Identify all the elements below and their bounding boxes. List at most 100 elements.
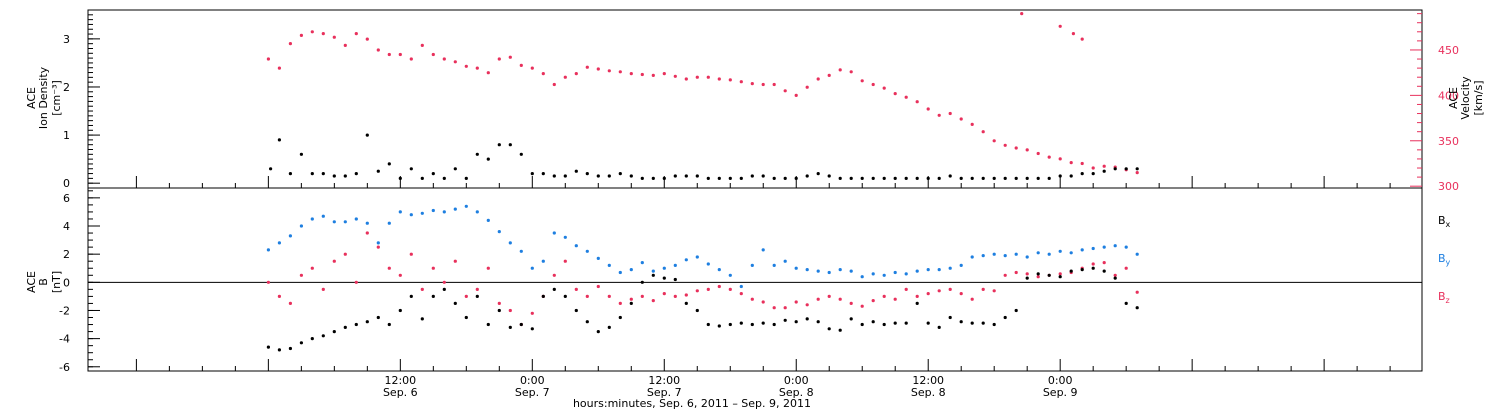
by-point: [1091, 246, 1095, 251]
density-point: [387, 162, 391, 166]
bz-point: [486, 266, 490, 270]
by-point: [288, 234, 292, 238]
density-point: [783, 176, 787, 180]
bz-point: [1025, 272, 1029, 276]
velocity-point: [1020, 12, 1024, 16]
bx-point: [1025, 276, 1029, 280]
by-point: [783, 259, 787, 263]
bx-point: [574, 308, 578, 313]
top-ylabel-right-line3: [km/s]: [1472, 80, 1485, 115]
bz-point: [937, 289, 941, 293]
density-point: [838, 176, 842, 180]
top-ylabel-line3: [cm⁻³]: [50, 80, 63, 116]
velocity-point: [354, 31, 358, 36]
density-point: [706, 176, 710, 180]
velocity-point: [948, 111, 952, 116]
legend-bz: Bz: [1438, 290, 1450, 305]
by-point: [860, 275, 864, 279]
bx-point: [343, 325, 347, 329]
density-point: [310, 172, 314, 176]
bx-point: [398, 308, 402, 313]
density-point: [563, 174, 567, 178]
bx-point: [640, 280, 644, 284]
by-point: [981, 254, 985, 258]
density-point: [640, 176, 644, 180]
bx-point: [332, 330, 336, 334]
density-point: [772, 176, 776, 180]
by-point: [926, 268, 930, 272]
velocity-point: [684, 77, 688, 81]
by-point: [684, 258, 688, 262]
by-point: [486, 218, 490, 222]
b-tick-label: -2: [59, 304, 70, 317]
velocity-point: [442, 57, 446, 61]
bz-point: [651, 299, 655, 303]
by-point: [893, 270, 897, 275]
bz-point: [728, 287, 732, 291]
x-tick-time-label: 12:00: [384, 374, 416, 387]
density-point: [695, 174, 699, 178]
bx-point: [530, 327, 534, 331]
bx-point: [1080, 268, 1084, 272]
velocity-point: [497, 57, 501, 61]
bx-point: [893, 321, 897, 325]
bx-point: [431, 294, 435, 298]
bx-point: [475, 294, 479, 298]
by-point: [1069, 251, 1073, 255]
velocity-point: [332, 35, 336, 39]
density-point: [1124, 167, 1128, 171]
velocity-point: [376, 48, 380, 52]
velocity-point: [970, 122, 974, 126]
velocity-point: [365, 37, 369, 41]
velocity-point: [882, 86, 886, 90]
density-point: [937, 176, 941, 180]
bz-point: [585, 294, 589, 298]
density-point: [871, 176, 875, 180]
bz-point: [596, 284, 600, 289]
bx-point: [453, 301, 457, 305]
bx-point: [761, 321, 765, 325]
legend-bx-sub: x: [1446, 220, 1451, 229]
density-point: [1113, 167, 1117, 171]
bz-point: [640, 294, 644, 298]
bz-point: [1014, 270, 1018, 275]
bz-point: [860, 304, 864, 308]
bz-point: [1113, 273, 1117, 277]
x-tick-date-label: Sep. 7: [515, 386, 550, 399]
bx-point: [794, 320, 798, 324]
by-point: [772, 263, 776, 267]
bx-point: [816, 320, 820, 324]
density-point: [269, 167, 273, 171]
bx-point: [860, 322, 864, 327]
legend-bz-label: B: [1438, 290, 1446, 303]
velocity-point: [728, 78, 732, 82]
by-point: [1124, 245, 1128, 249]
velocity-point: [1091, 166, 1095, 170]
bz-point: [1036, 275, 1040, 279]
density-point: [519, 152, 523, 156]
velocity-point: [486, 71, 490, 75]
by-point: [1047, 252, 1051, 256]
density-point: [1003, 176, 1007, 180]
bz-point: [871, 299, 875, 303]
bz-point: [783, 306, 787, 310]
bz-point: [981, 287, 985, 291]
b-tick-label: 6: [63, 192, 70, 205]
density-point: [1047, 176, 1051, 180]
velocity-point: [981, 130, 985, 134]
bottom-axis-title: ACE B [nT]: [25, 271, 63, 293]
bottom-panel-box: [87, 187, 1423, 372]
by-point: [464, 204, 468, 208]
bz-point: [1091, 262, 1095, 266]
velocity-point: [651, 73, 655, 77]
bx-point: [299, 341, 303, 345]
bx-point: [376, 315, 380, 320]
velocity-point: [1014, 146, 1018, 150]
bz-point: [915, 294, 919, 298]
velocity-tick-label: 400: [1438, 89, 1459, 102]
by-point: [717, 268, 721, 272]
by-point: [959, 263, 963, 267]
bottom-ylabel-line2: B: [37, 278, 50, 286]
velocity-point: [585, 65, 589, 69]
by-point: [585, 249, 589, 253]
